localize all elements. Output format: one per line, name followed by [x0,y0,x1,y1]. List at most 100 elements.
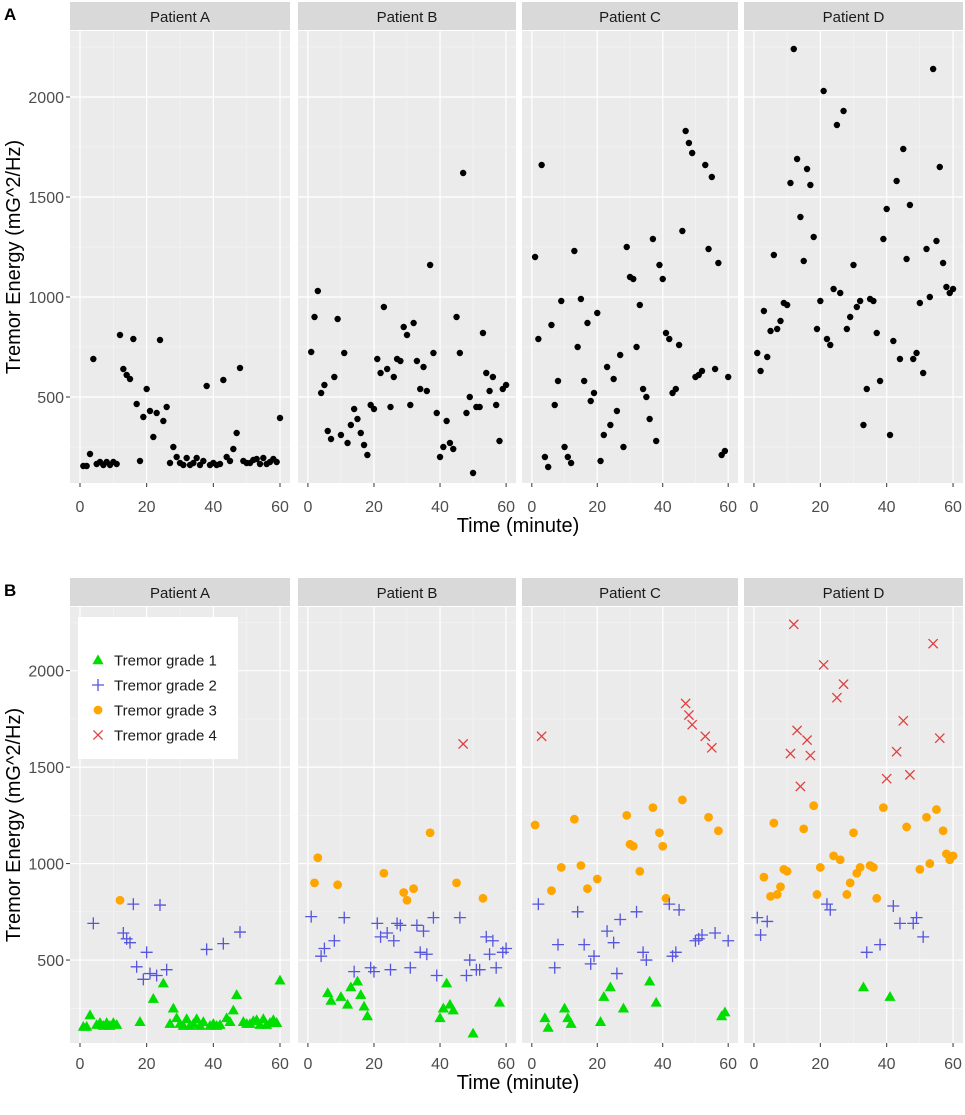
facet-strip [522,2,738,30]
data-point [236,364,244,372]
x-tick-label: 20 [365,499,383,516]
data-point [613,407,621,415]
data-point [357,429,364,437]
data-point [170,443,177,451]
x-axis-title: Time (minute) [457,1072,580,1094]
data-point [423,387,431,395]
data-point [776,882,785,892]
data-point [417,925,430,938]
x-tick-label: 40 [204,499,222,516]
data-point [872,893,882,903]
data-point [160,417,167,425]
data-point [809,801,819,811]
data-point [345,981,357,992]
x-tick-label: 0 [303,1056,312,1073]
data-point [335,991,347,1001]
data-point [820,87,827,95]
legend-label: Tremor grade 4 [114,728,217,745]
facet-strip [744,2,963,30]
data-point [350,405,358,413]
data-point [558,1002,571,1013]
data-point [767,327,774,335]
data-point [757,367,764,375]
data-point [675,341,683,349]
data-point [614,913,627,926]
data-point [817,297,824,305]
data-point [370,405,378,413]
data-point [324,427,331,435]
data-point [569,814,579,824]
data-point [906,201,914,209]
data-point [409,884,419,894]
x-tick-label: 60 [271,499,289,516]
data-point [886,431,894,439]
data-point [440,443,447,451]
data-point [584,319,591,327]
data-point [407,401,414,409]
data-point [86,450,94,458]
data-point [891,746,902,757]
series-patient-d [754,45,957,439]
data-point [166,459,174,467]
x-tick-label: 60 [497,1056,515,1073]
data-point [256,460,264,468]
data-point [590,389,598,397]
data-point [680,698,691,709]
data-point [689,934,702,947]
data-point [922,812,931,822]
data-point [314,287,322,295]
data-point [146,407,154,415]
series-patient-d [751,619,958,1001]
data-point [594,1016,607,1026]
data-point [126,375,134,383]
series-patient-b [308,169,510,477]
data-point [801,735,813,746]
data-point [374,355,381,363]
data-point [604,981,616,992]
data-point [535,335,542,343]
data-point [840,107,847,115]
data-point [134,1016,146,1026]
data-point [476,403,483,411]
data-point [929,65,937,73]
data-point [311,313,318,321]
data-point [919,369,927,377]
data-point [200,457,207,465]
data-point [650,996,662,1007]
data-point [456,349,464,357]
data-point [181,1013,193,1024]
facet-strip [744,578,963,606]
data-point [271,1017,283,1027]
data-point [577,295,585,303]
x-tick-label: 0 [527,499,536,516]
data-point [708,173,716,181]
x-axis-title: Time (minute) [457,515,580,537]
data-point [644,975,656,986]
data-point [687,719,698,730]
data-point [355,989,367,999]
data-point [479,329,487,337]
data-point [380,303,388,311]
data-point [567,459,575,467]
data-point [683,709,694,721]
data-point [90,355,97,363]
data-point [404,961,417,974]
data-point [666,335,673,343]
data-point [843,325,851,333]
legend-label: Tremor grade 2 [114,678,217,695]
data-point [685,139,693,147]
x-tick-label: 0 [750,499,759,516]
data-point [583,884,592,894]
data-point [830,285,837,293]
data-point [308,348,315,356]
data-point [705,245,712,253]
data-point [628,841,638,851]
data-point [354,415,361,423]
data-point [934,733,945,744]
x-tick-label: 40 [878,1056,896,1073]
data-point [917,930,930,943]
data-point [824,903,837,916]
data-point [136,457,144,465]
data-point [341,349,348,357]
data-point [115,895,125,905]
